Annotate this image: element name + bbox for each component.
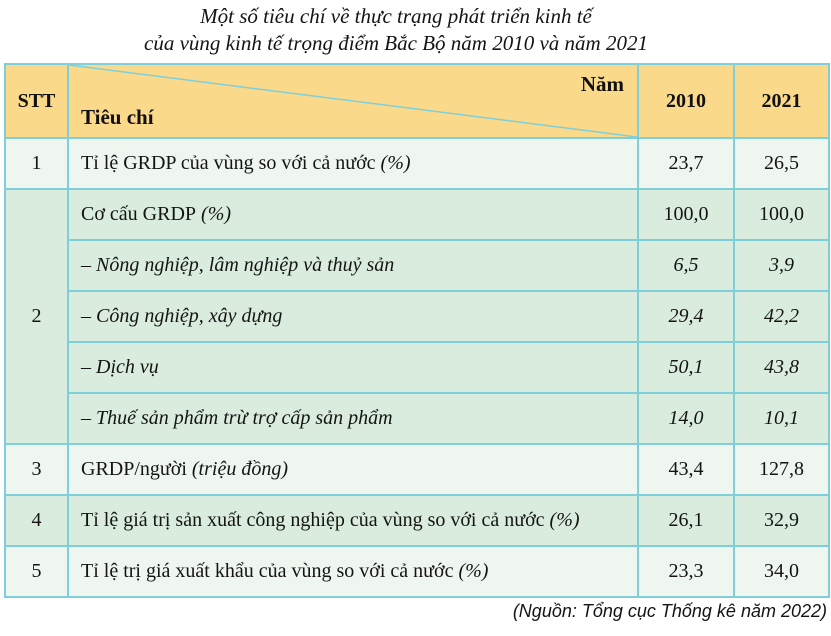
value-2021: 100,0 [733, 188, 830, 241]
row-label: Cơ cấu GRDP (%) [67, 188, 639, 241]
value-2021: 32,9 [733, 494, 830, 547]
value-2010: 26,1 [637, 494, 735, 547]
header-diagonal-cell: Năm Tiêu chí [67, 63, 639, 139]
row-stt: 5 [4, 545, 69, 598]
value-2010: 50,1 [637, 341, 735, 394]
value-2010: 6,5 [637, 239, 735, 292]
table-row: 3 GRDP/người (triệu đồng) 43,4 127,8 [4, 443, 830, 496]
row-label-text: Tỉ lệ giá trị sản xuất công nghiệp của v… [81, 509, 545, 531]
value-2010: 23,7 [637, 137, 735, 190]
diagonal-divider [69, 65, 637, 137]
row-label: – Thuế sản phẩm trừ trợ cấp sản phẩm [67, 392, 639, 445]
row-label-text: – Công nghiệp, xây dựng [81, 305, 283, 327]
table-row: – Thuế sản phẩm trừ trợ cấp sản phẩm 14,… [5, 392, 830, 445]
row-stt: 4 [4, 494, 69, 547]
table-row: – Dịch vụ 50,1 43,8 [5, 341, 830, 394]
statistics-table: STT Năm Tiêu chí 2010 2021 1 Tỉ lệ GRDP … [4, 63, 830, 598]
row-label-text: GRDP/người [81, 458, 187, 480]
value-2010: 43,4 [637, 443, 735, 496]
row-note: (triệu đồng) [191, 458, 288, 480]
value-2021: 43,8 [733, 341, 830, 394]
row-note: (%) [201, 203, 232, 225]
row-label-text: Tỉ lệ GRDP của vùng so với cả nước [81, 152, 376, 174]
header-stt: STT [4, 63, 69, 139]
row-stt: 2 [4, 188, 69, 445]
row-label: – Công nghiệp, xây dựng [67, 290, 639, 343]
table-row: 5 Tỉ lệ trị giá xuất khẩu của vùng so vớ… [4, 545, 830, 598]
row-label: – Nông nghiệp, lâm nghiệp và thuỷ sản [67, 239, 639, 292]
header-2021: 2021 [733, 63, 830, 139]
row-label-text: Cơ cấu GRDP [81, 203, 197, 225]
row-label-text: Tỉ lệ trị giá xuất khẩu của vùng so với … [81, 560, 454, 582]
value-2021: 42,2 [733, 290, 830, 343]
row-label-text: – Nông nghiệp, lâm nghiệp và thuỷ sản [81, 254, 395, 276]
header-row: STT Năm Tiêu chí 2010 2021 [4, 63, 830, 139]
row-stt: 3 [4, 443, 69, 496]
row-note: (%) [549, 509, 580, 531]
value-2021: 26,5 [733, 137, 830, 190]
table-title-line2: của vùng kinh tế trọng điểm Bắc Bộ năm 2… [144, 31, 648, 55]
value-2010: 29,4 [637, 290, 735, 343]
value-2010: 14,0 [637, 392, 735, 445]
row-label: GRDP/người (triệu đồng) [67, 443, 639, 496]
row-note: (%) [458, 560, 489, 582]
table-title-line1: Một số tiêu chí về thực trạng phát triển… [200, 4, 592, 28]
row-label: – Dịch vụ [67, 341, 639, 394]
header-2010: 2010 [637, 63, 735, 139]
header-year-label: Năm [580, 72, 624, 96]
source-note: (Nguồn: Tổng cục Thống kê năm 2022) [512, 601, 827, 621]
table-row: 1 Tỉ lệ GRDP của vùng so với cả nước (%) … [4, 137, 830, 190]
value-2021: 10,1 [733, 392, 830, 445]
value-2010: 23,3 [637, 545, 735, 598]
row-stt: 1 [4, 137, 69, 190]
table-row: 2 Cơ cấu GRDP (%) 100,0 100,0 [4, 188, 830, 445]
row-label: Tỉ lệ giá trị sản xuất công nghiệp của v… [67, 494, 639, 547]
row-label: Tỉ lệ trị giá xuất khẩu của vùng so với … [67, 545, 639, 598]
table-title: Một số tiêu chí về thực trạng phát triển… [0, 3, 792, 57]
row-label: Tỉ lệ GRDP của vùng so với cả nước (%) [67, 137, 639, 190]
table-row: 4 Tỉ lệ giá trị sản xuất công nghiệp của… [4, 494, 830, 547]
header-criteria-label: Tiêu chí [81, 105, 154, 129]
value-2021: 127,8 [733, 443, 830, 496]
row-label-text: – Thuế sản phẩm trừ trợ cấp sản phẩm [81, 407, 393, 429]
value-2021: 3,9 [733, 239, 830, 292]
table-row: – Công nghiệp, xây dựng 29,4 42,2 [5, 290, 830, 343]
value-2021: 34,0 [733, 545, 830, 598]
table-row: – Nông nghiệp, lâm nghiệp và thuỷ sản 6,… [5, 239, 830, 292]
value-2010: 100,0 [637, 188, 735, 241]
row-note: (%) [380, 152, 411, 174]
row-label-text: – Dịch vụ [81, 356, 159, 378]
